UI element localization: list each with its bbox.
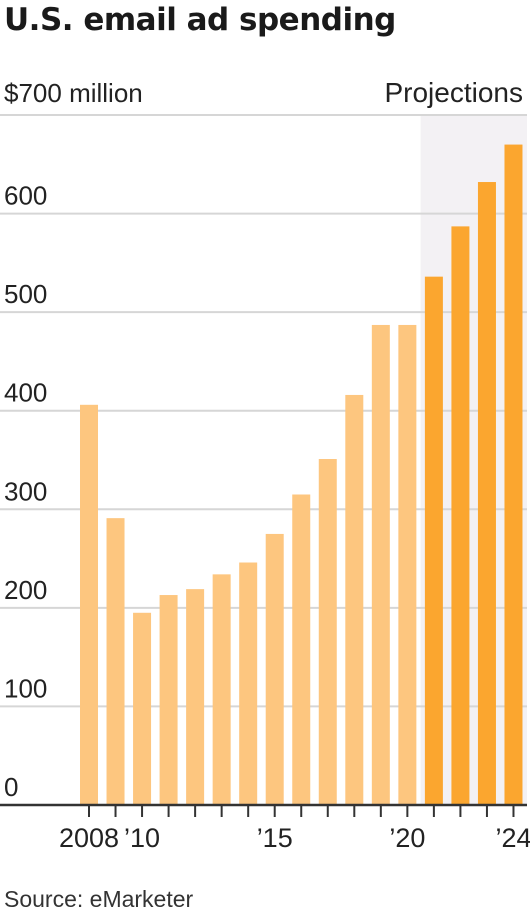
bar-2009 [106,518,125,805]
y-tick-label: 600 [4,181,47,211]
y-tick-label: 400 [4,378,47,408]
x-tick-label: ’20 [389,823,425,853]
bar-2011 [159,595,178,805]
y-tick-label: 500 [4,279,47,309]
chart-title: U.S. email ad spending [4,2,396,38]
bar-2023 [477,182,496,805]
y-unit-label: $700 million [4,78,143,108]
x-tick-label: 2008 [59,823,119,853]
bar-2008 [80,404,98,805]
bars [80,144,523,806]
bar-2013 [212,574,231,805]
bar-2022 [451,226,470,805]
bar-2017 [318,459,337,805]
bar-2014 [239,562,258,805]
bar-2015 [265,533,284,805]
y-tick-label: 0 [4,772,18,802]
y-tick-label: 300 [4,476,47,506]
y-tick-labels: 0 100 200 300 400 500 600 [4,181,47,802]
projections-label: Projections [384,77,523,108]
x-tick-label: ’10 [124,823,160,853]
bar-2016 [292,494,311,805]
bar-2018 [345,394,364,805]
x-tick-label: ’24 [495,823,530,853]
bar-2021 [424,276,443,806]
bar-2020 [398,324,417,805]
x-tick-label: ’15 [257,823,293,853]
y-tick-label: 100 [4,673,47,703]
y-tick-label: 200 [4,575,47,605]
bar-2012 [186,589,205,805]
source-note: Source: eMarketer [4,886,194,912]
bar-2010 [133,612,152,805]
x-tick-labels: 2008’10 ’15 ’20 ’24 [59,805,530,853]
bar-2024 [504,144,523,806]
bar-2019 [371,324,390,805]
